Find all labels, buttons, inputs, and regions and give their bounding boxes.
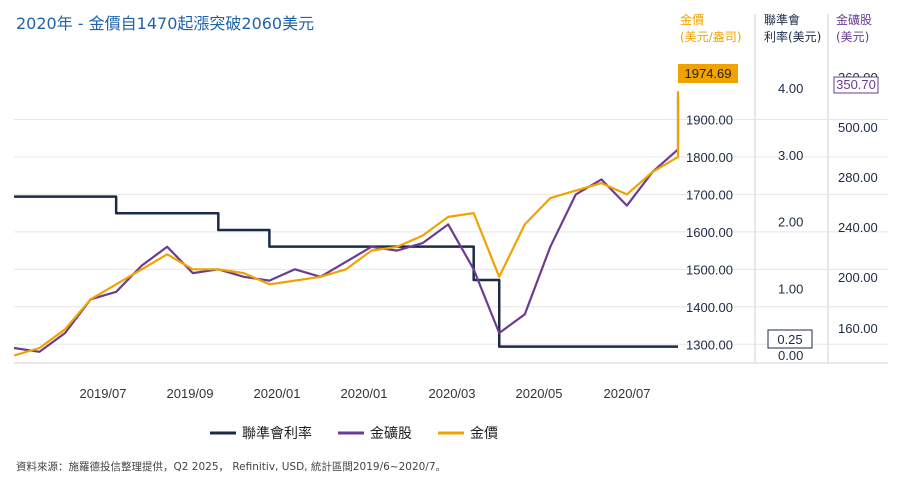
miners-tick-label: 280.00 <box>838 170 878 185</box>
x-tick-label: 2020/01 <box>341 386 388 401</box>
gold-tick-label: 1300.00 <box>686 337 733 352</box>
rate-axis-title-2: 利率(美元) <box>764 29 821 44</box>
gold-axis-ticks: 1300.00 1400.00 1500.00 1600.00 1700.00 1800.… <box>686 112 733 352</box>
miners-axis-title-1: 金礦股 <box>836 12 872 27</box>
gold-axis-title-2: (美元/盎司) <box>680 30 741 44</box>
x-tick-label: 2020/07 <box>604 386 651 401</box>
gold-tick-label: 1700.00 <box>686 187 733 202</box>
rate-tick-label: 0.00 <box>778 348 803 363</box>
gold-tick-label: 1500.00 <box>686 262 733 277</box>
legend-label-rate: 聯準會利率 <box>242 425 312 442</box>
rate-tick-label: 4.00 <box>778 81 803 96</box>
x-tick-label: 2019/09 <box>167 386 214 401</box>
miners-tick-label: 240.00 <box>838 220 878 235</box>
rate-last-value: 0.25 <box>777 332 802 347</box>
source-note: 資料來源：施羅德投信整理提供，Q2 2025， Refinitiv, USD, … <box>16 460 446 473</box>
x-tick-label: 2020/03 <box>429 386 476 401</box>
gold-tick-label: 1900.00 <box>686 112 733 127</box>
miners-last-callout <box>833 76 879 94</box>
series-lines <box>13 91 680 357</box>
gold-tick-label: 1600.00 <box>686 225 733 240</box>
x-tick-label: 2020/01 <box>254 386 301 401</box>
gridlines <box>14 118 888 364</box>
miners-tick-label: 200.00 <box>838 270 878 285</box>
miners-tick-label: 160.00 <box>838 321 878 336</box>
miners-axis-title-2: (美元) <box>836 30 869 44</box>
gold-last-value: 1974.69 <box>685 66 732 81</box>
chart-title: 2020年 - 金價自1470起漲突破2060美元 <box>16 14 314 33</box>
rate-last-callout <box>767 329 813 349</box>
rate-tick-label: 2.00 <box>778 215 803 230</box>
gold-tick-label: 1800.00 <box>686 150 733 165</box>
gold-tick-label: 1400.00 <box>686 300 733 315</box>
x-tick-label: 2019/07 <box>80 386 127 401</box>
rate-tick-label: 3.00 <box>778 148 803 163</box>
gold-price-line <box>13 91 680 357</box>
rate-axis-title-1: 聯準會 <box>764 12 800 27</box>
fed-rate-line <box>14 195 678 348</box>
gold-axis-title-1: 金價 <box>680 12 704 27</box>
legend-label-miners: 金礦股 <box>370 425 412 442</box>
legend-label-gold: 金價 <box>470 425 498 442</box>
miners-tick-label: 500.00 <box>838 120 878 135</box>
x-tick-label: 2020/05 <box>516 386 563 401</box>
x-axis-ticks: 2019/07 2019/09 2020/01 2020/01 2020/03 2020/… <box>80 386 651 401</box>
miners-last-value: 350.70 <box>836 77 876 92</box>
gold-miners-line <box>13 97 680 353</box>
rate-axis-ticks: 0.00 1.00 2.00 3.00 4.00 <box>778 81 803 363</box>
legend: 聯準會利率 金礦股 金價 <box>210 425 498 442</box>
rate-tick-label: 1.00 <box>778 281 803 296</box>
gold-last-callout <box>678 64 738 83</box>
